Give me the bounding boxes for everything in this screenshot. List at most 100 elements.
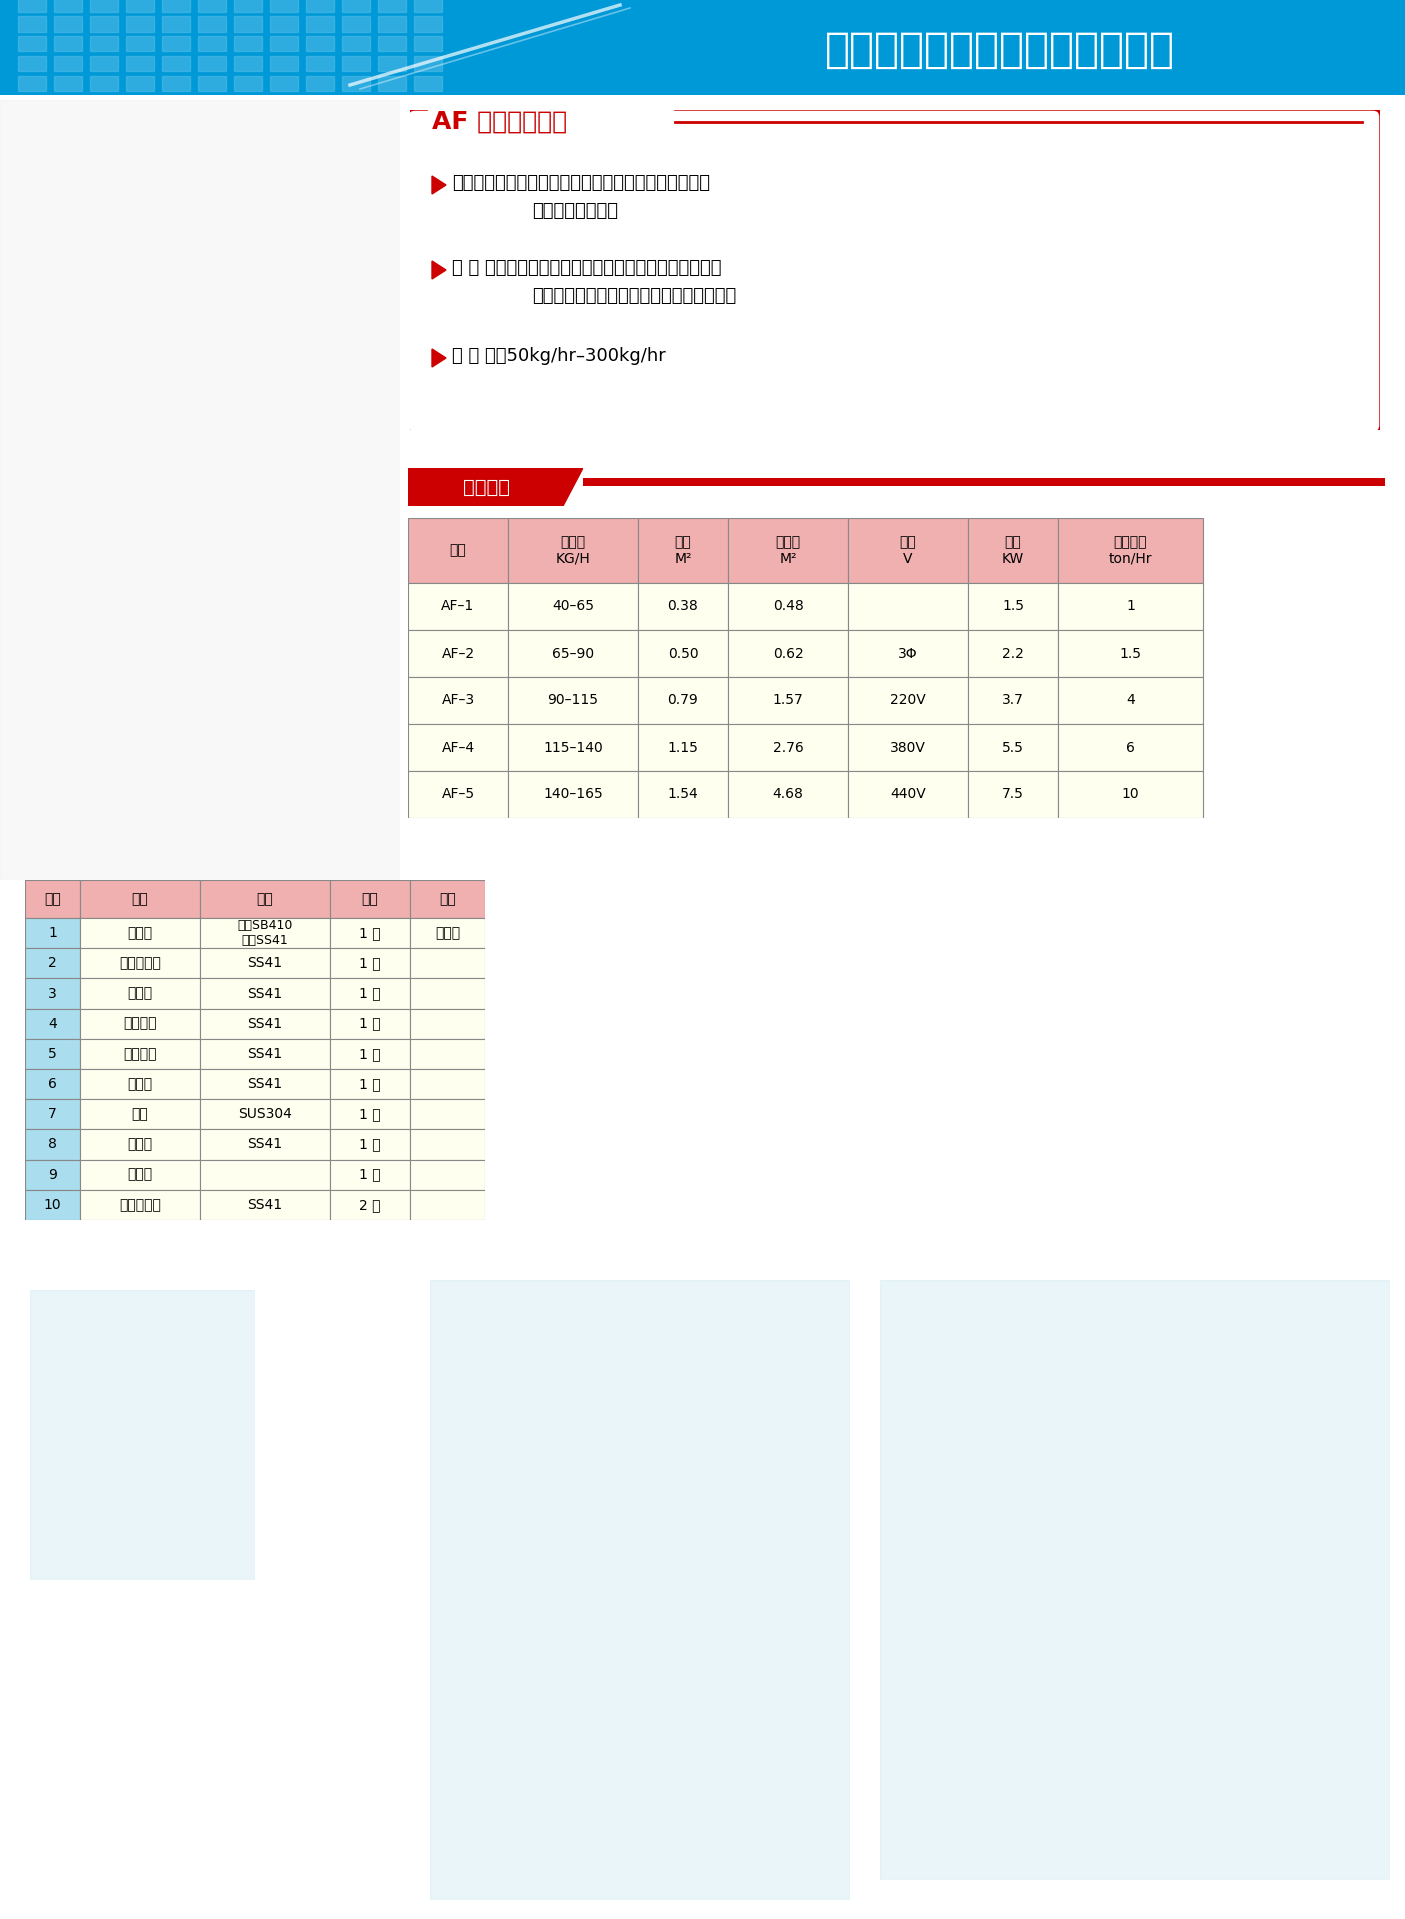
Bar [638, 771, 728, 817]
Bar [80, 979, 200, 1009]
Bar [200, 1069, 330, 1100]
Text: 技术参数: 技术参数 [464, 478, 510, 497]
Text: 220V: 220V [891, 693, 926, 708]
Bar [198, 36, 226, 52]
Bar [53, 0, 81, 12]
Bar [25, 881, 80, 917]
Bar [330, 1069, 410, 1100]
Bar [200, 979, 330, 1009]
Bar [25, 1038, 80, 1069]
Bar [330, 1038, 410, 1069]
FancyBboxPatch shape [407, 109, 1381, 434]
Text: SS41: SS41 [247, 1138, 282, 1151]
Bar [200, 1130, 330, 1159]
Bar [80, 917, 200, 948]
Bar [270, 75, 298, 90]
Bar [90, 36, 118, 52]
Bar [126, 36, 155, 52]
Text: 6: 6 [1125, 741, 1135, 754]
Bar [90, 56, 118, 71]
Bar [849, 677, 968, 723]
Text: AF–2: AF–2 [441, 647, 475, 660]
Text: 1 只: 1 只 [360, 1077, 381, 1092]
Bar [341, 36, 370, 52]
Bar [414, 15, 443, 31]
Text: 1.15: 1.15 [667, 741, 698, 754]
Text: 115–140: 115–140 [544, 741, 603, 754]
Bar [728, 629, 849, 677]
Bar [728, 771, 849, 817]
Text: 90–115: 90–115 [548, 693, 599, 708]
Text: 4.68: 4.68 [773, 787, 804, 802]
Bar [200, 1009, 330, 1038]
Text: 热水回收
ton/Hr: 热水回收 ton/Hr [1109, 535, 1152, 566]
Bar [162, 15, 190, 31]
Bar [414, 0, 443, 12]
Text: SS41: SS41 [247, 1197, 282, 1213]
Bar [306, 36, 334, 52]
Bar [90, 0, 118, 12]
Bar [728, 677, 849, 723]
Bar [306, 15, 334, 31]
Bar [410, 1038, 485, 1069]
Bar [162, 75, 190, 90]
Bar [126, 75, 155, 90]
Bar [407, 629, 509, 677]
Text: SS41: SS41 [247, 1048, 282, 1061]
Text: 内：SB410
外：SS41: 内：SB410 外：SS41 [237, 919, 292, 948]
Text: 烟筒: 烟筒 [132, 1107, 149, 1121]
Bar [849, 583, 968, 629]
Bar [968, 723, 1058, 771]
Bar [200, 1038, 330, 1069]
Text: SS41: SS41 [247, 986, 282, 1000]
Bar [80, 1130, 200, 1159]
Bar [198, 0, 226, 12]
Text: 件号: 件号 [44, 892, 60, 906]
Text: 材质: 材质 [257, 892, 274, 906]
Text: AF–4: AF–4 [441, 741, 475, 754]
Text: SUS304: SUS304 [237, 1107, 292, 1121]
Text: 水垒清理孔: 水垒清理孔 [119, 1197, 162, 1213]
Bar [270, 15, 298, 31]
Bar [410, 948, 485, 979]
Text: 检测平台: 检测平台 [124, 1048, 157, 1061]
Bar [414, 36, 443, 52]
Bar [410, 1069, 485, 1100]
Text: 集尘器: 集尘器 [128, 986, 153, 1000]
Text: 1: 1 [1125, 599, 1135, 614]
Text: 10: 10 [44, 1197, 62, 1213]
Bar [849, 629, 968, 677]
Bar [330, 948, 410, 979]
Bar [330, 1009, 410, 1038]
Bar [25, 917, 80, 948]
Bar [968, 677, 1058, 723]
Bar [18, 56, 46, 71]
Bar [330, 1130, 410, 1159]
Text: 1.5: 1.5 [1120, 647, 1141, 660]
Bar [90, 75, 118, 90]
Text: 1 座: 1 座 [360, 956, 381, 971]
Bar [341, 75, 370, 90]
Bar [378, 36, 406, 52]
Bar [849, 723, 968, 771]
Text: 1.57: 1.57 [773, 693, 804, 708]
Bar [341, 15, 370, 31]
Text: 2 只: 2 只 [360, 1197, 381, 1213]
Text: 2: 2 [48, 956, 56, 971]
Bar [330, 1159, 410, 1190]
Text: 0.79: 0.79 [667, 693, 698, 708]
Bar [200, 1159, 330, 1190]
Bar [638, 723, 728, 771]
Text: 高置水塔: 高置水塔 [124, 1017, 157, 1031]
Bar [235, 15, 261, 31]
Polygon shape [431, 261, 445, 278]
Bar [638, 518, 728, 583]
Text: 0.38: 0.38 [667, 599, 698, 614]
Bar [270, 56, 298, 71]
Bar [410, 1190, 485, 1220]
Bar [25, 979, 80, 1009]
Bar [126, 56, 155, 71]
Text: 140–165: 140–165 [544, 787, 603, 802]
Bar [53, 75, 81, 90]
Bar [728, 723, 849, 771]
